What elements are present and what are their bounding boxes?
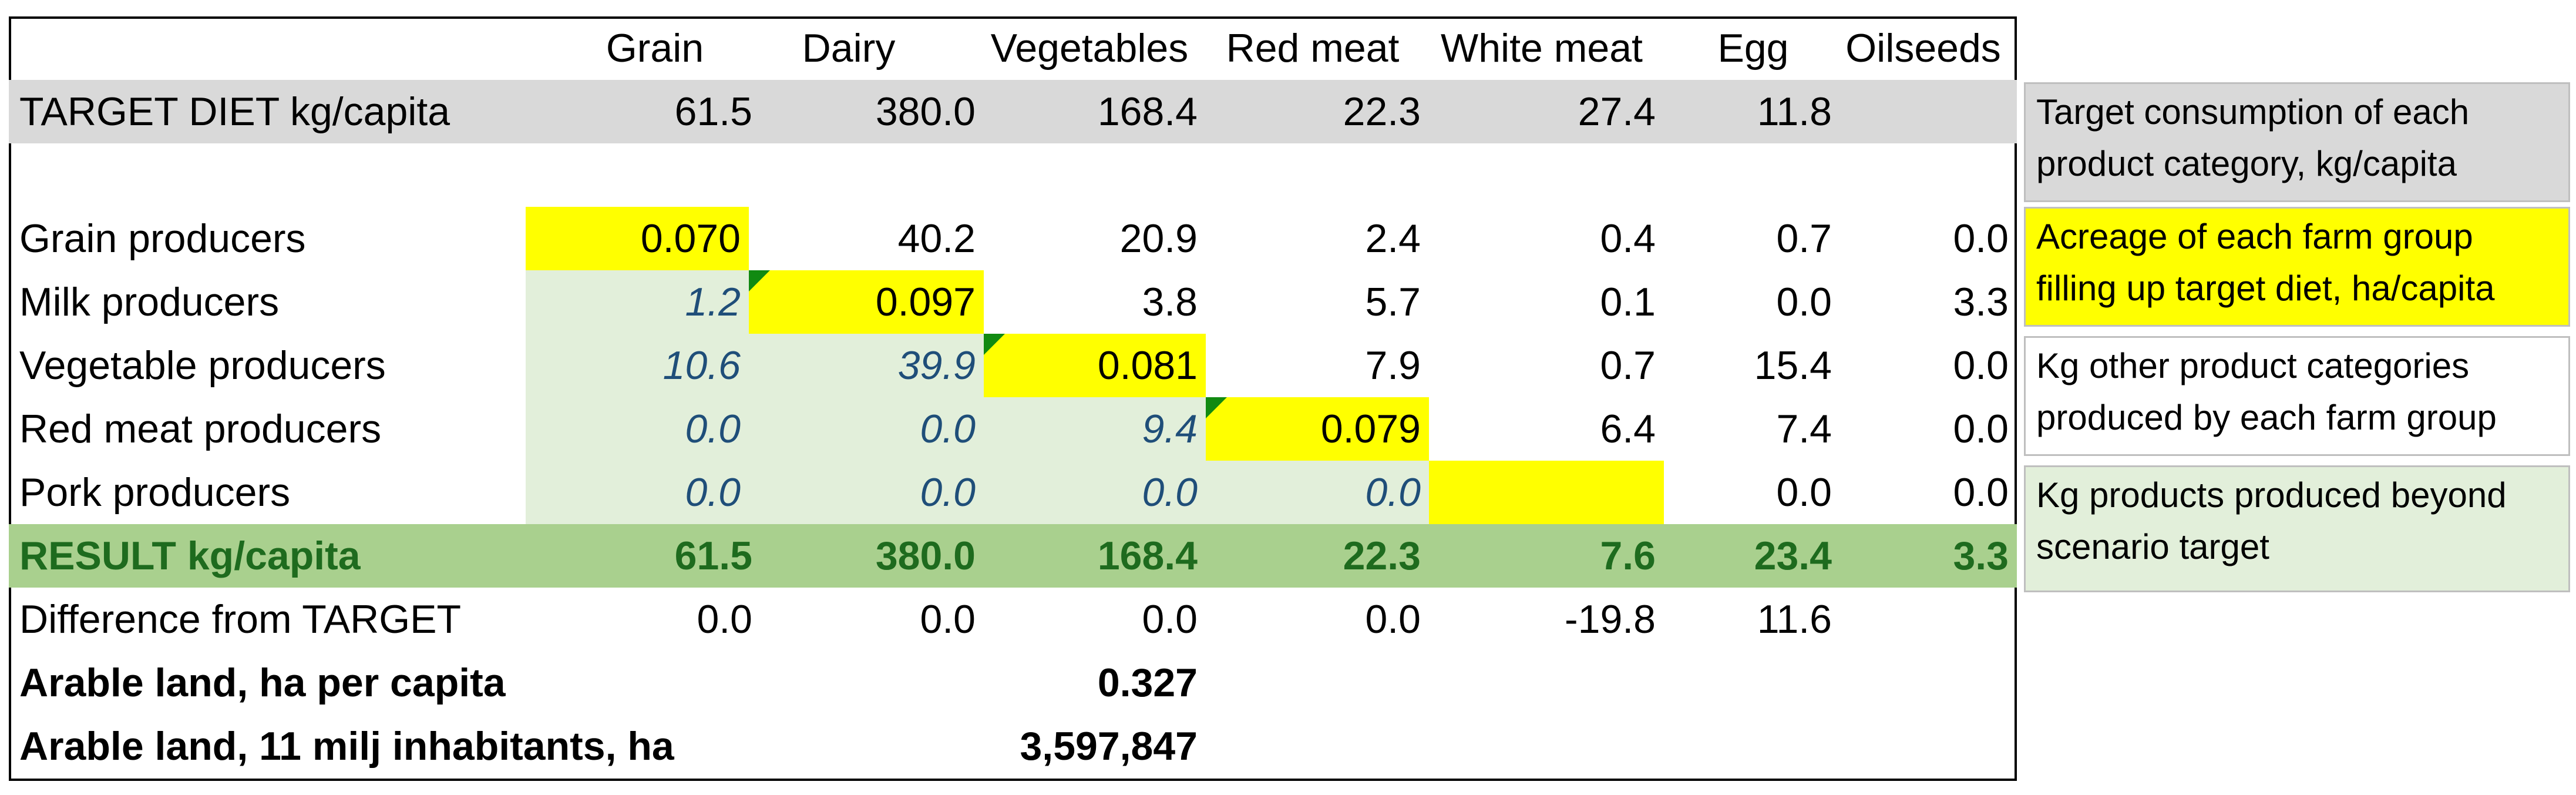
arable-per-capita-value: 0.327 xyxy=(1097,660,1198,705)
result-oilseeds: 3.3 xyxy=(1953,534,2009,578)
pork-producers-egg: 0.0 xyxy=(1776,470,1832,515)
arable-total-value: 3,597,847 xyxy=(1020,724,1198,769)
result-row: RESULT kg/capita 61.5 380.0 168.4 22.3 7… xyxy=(9,524,2017,588)
target-vegetables: 168.4 xyxy=(1097,89,1198,134)
header-white-meat: White meat xyxy=(1441,26,1643,71)
producer-label: Pork producers xyxy=(19,470,291,515)
result-red-meat: 22.3 xyxy=(1343,534,1421,578)
red-meat-producers-vegetables: 9.4 xyxy=(984,397,1206,461)
target-diet-label: TARGET DIET kg/capita xyxy=(19,89,450,134)
difference-egg: 11.6 xyxy=(1757,597,1832,642)
result-dairy: 380.0 xyxy=(875,534,976,578)
grain-producers-vegetables: 20.9 xyxy=(1119,216,1198,261)
pork-producers-oilseeds: 0.0 xyxy=(1953,470,2009,515)
result-egg: 23.4 xyxy=(1754,534,1832,578)
grain-producers-grain: 0.070 xyxy=(526,207,749,270)
producer-label: Milk producers xyxy=(19,280,280,324)
producer-row-pork: Pork producers 0.0 0.0 0.0 0.0 0.0 0.0 xyxy=(9,461,2017,524)
arable-per-capita-label: Arable land, ha per capita xyxy=(19,660,506,705)
difference-dairy: 0.0 xyxy=(920,597,976,642)
milk-producers-white-meat: 0.1 xyxy=(1600,280,1656,324)
pork-producers-vegetables: 0.0 xyxy=(984,461,1206,524)
vegetable-producers-vegetables: 0.081 xyxy=(984,334,1206,397)
arable-per-capita-row: Arable land, ha per capita 0.327 xyxy=(9,651,2017,715)
milk-producers-vegetables: 3.8 xyxy=(1142,280,1198,324)
red-meat-producers-dairy: 0.0 xyxy=(749,397,984,461)
red-meat-producers-red-meat: 0.079 xyxy=(1206,397,1429,461)
header-egg: Egg xyxy=(1717,26,1789,71)
vegetable-producers-oilseeds: 0.0 xyxy=(1953,343,2009,388)
difference-row: Difference from TARGET 0.0 0.0 0.0 0.0 -… xyxy=(9,588,2017,651)
header-row: Grain Dairy Vegetables Red meat White me… xyxy=(9,16,2017,80)
vegetable-producers-egg: 15.4 xyxy=(1754,343,1832,388)
pork-producers-grain: 0.0 xyxy=(526,461,749,524)
header-oilseeds: Oilseeds xyxy=(1845,26,2001,71)
header-red-meat: Red meat xyxy=(1226,26,1400,71)
comment-marker-icon xyxy=(1206,397,1227,418)
producer-row-red-meat: Red meat producers 0.0 0.0 9.4 0.079 6.4… xyxy=(9,397,2017,461)
vegetable-producers-white-meat: 0.7 xyxy=(1600,343,1656,388)
result-label: RESULT kg/capita xyxy=(19,534,361,578)
grain-producers-oilseeds: 0.0 xyxy=(1953,216,2009,261)
grain-producers-egg: 0.7 xyxy=(1776,216,1832,261)
result-vegetables: 168.4 xyxy=(1097,534,1198,578)
legend-target-consumption: Target consumption of each product categ… xyxy=(2024,82,2570,202)
header-vegetables: Vegetables xyxy=(990,26,1189,71)
difference-vegetables: 0.0 xyxy=(1142,597,1198,642)
header-dairy: Dairy xyxy=(802,26,896,71)
comment-marker-icon xyxy=(749,270,770,291)
grain-producers-red-meat: 2.4 xyxy=(1365,216,1421,261)
difference-label: Difference from TARGET xyxy=(19,597,461,642)
arable-total-label: Arable land, 11 milj inhabitants, ha xyxy=(19,724,674,769)
difference-oilseeds xyxy=(1840,588,2017,651)
grain-producers-white-meat: 0.4 xyxy=(1600,216,1656,261)
milk-producers-dairy: 0.097 xyxy=(749,270,984,334)
vegetable-producers-grain: 10.6 xyxy=(526,334,749,397)
legend-other-products: Kg other product categories produced by … xyxy=(2024,336,2570,456)
milk-producers-red-meat: 5.7 xyxy=(1365,280,1421,324)
producer-row-grain: Grain producers 0.070 40.2 20.9 2.4 0.4 … xyxy=(9,207,2017,270)
milk-producers-egg: 0.0 xyxy=(1776,280,1832,324)
grain-producers-dairy: 40.2 xyxy=(897,216,976,261)
target-red-meat: 22.3 xyxy=(1343,89,1421,134)
pork-producers-dairy: 0.0 xyxy=(749,461,984,524)
vegetable-producers-dairy: 39.9 xyxy=(749,334,984,397)
target-diet-row: TARGET DIET kg/capita 61.5 380.0 168.4 2… xyxy=(9,80,2017,143)
legend-acreage: Acreage of each farm group filling up ta… xyxy=(2024,207,2570,327)
difference-red-meat: 0.0 xyxy=(1365,597,1421,642)
diet-scenario-table xyxy=(9,16,2017,781)
producer-label: Grain producers xyxy=(19,216,306,261)
producer-label: Red meat producers xyxy=(19,407,382,451)
difference-grain: 0.0 xyxy=(697,597,752,642)
target-dairy: 380.0 xyxy=(875,89,976,134)
producer-row-milk: Milk producers 1.2 0.097 3.8 5.7 0.1 0.0… xyxy=(9,270,2017,334)
producer-label: Vegetable producers xyxy=(19,343,386,388)
red-meat-producers-white-meat: 6.4 xyxy=(1600,407,1656,451)
difference-white-meat: -19.8 xyxy=(1565,597,1656,642)
milk-producers-oilseeds: 3.3 xyxy=(1953,280,2009,324)
red-meat-producers-egg: 7.4 xyxy=(1776,407,1832,451)
milk-producers-grain: 1.2 xyxy=(526,270,749,334)
target-oilseeds xyxy=(1840,80,2017,143)
result-white-meat: 7.6 xyxy=(1600,534,1656,578)
target-egg: 11.8 xyxy=(1757,89,1832,134)
red-meat-producers-oilseeds: 0.0 xyxy=(1953,407,2009,451)
result-grain: 61.5 xyxy=(674,534,752,578)
producer-row-vegetable: Vegetable producers 10.6 39.9 0.081 7.9 … xyxy=(9,334,2017,397)
legend-beyond-target: Kg products produced beyond scenario tar… xyxy=(2024,465,2570,592)
comment-marker-icon xyxy=(984,334,1005,355)
pork-producers-white-meat xyxy=(1429,461,1664,524)
red-meat-producers-grain: 0.0 xyxy=(526,397,749,461)
vegetable-producers-red-meat: 7.9 xyxy=(1365,343,1421,388)
header-grain: Grain xyxy=(606,26,704,71)
target-white-meat: 27.4 xyxy=(1578,89,1656,134)
target-grain: 61.5 xyxy=(674,89,752,134)
pork-producers-red-meat: 0.0 xyxy=(1206,461,1429,524)
arable-total-row: Arable land, 11 milj inhabitants, ha 3,5… xyxy=(9,715,2017,778)
